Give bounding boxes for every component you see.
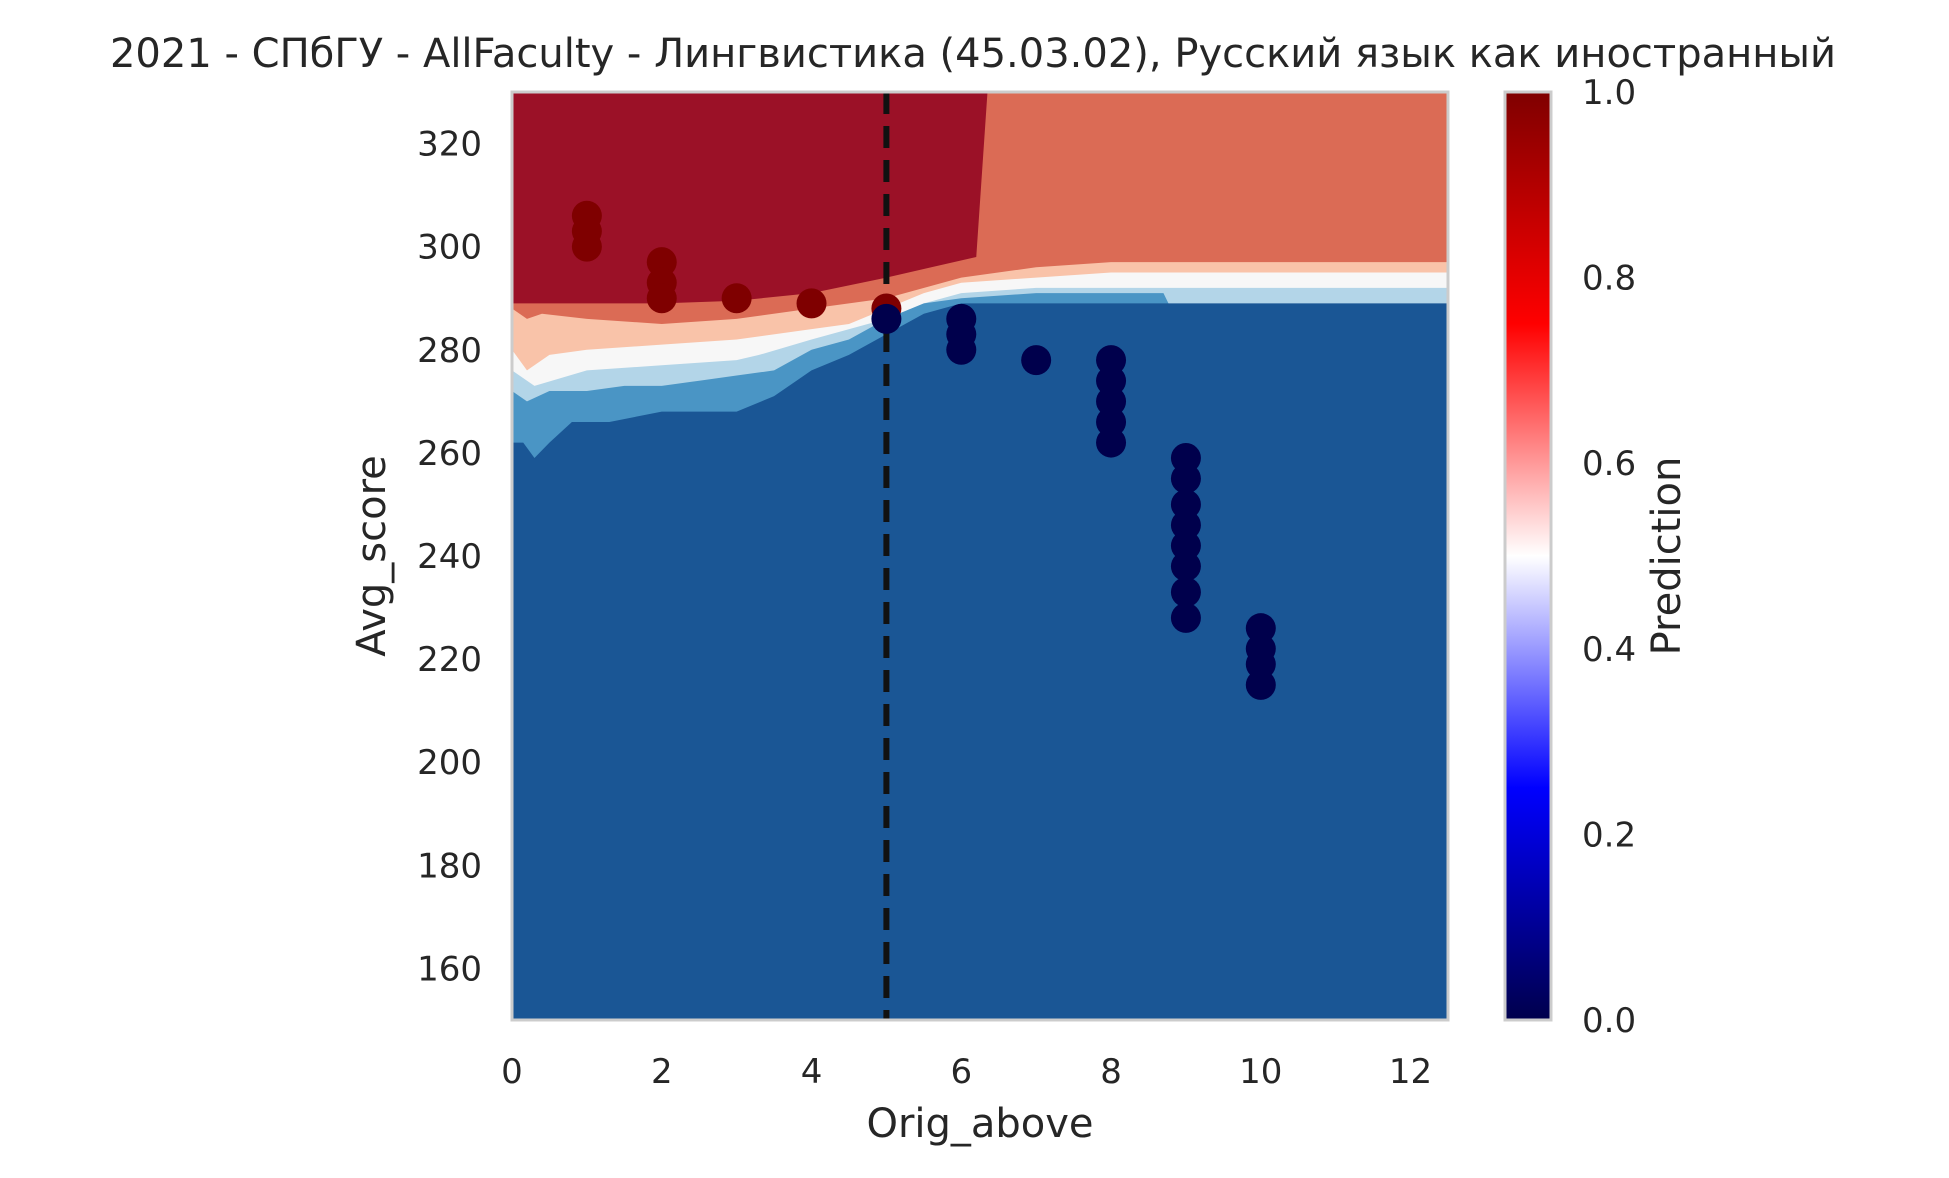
x-axis-ticks: 0 2 4 6 8 10 12: [501, 1052, 1432, 1092]
scatter-point: [1096, 345, 1127, 376]
scatter-point: [1170, 510, 1201, 541]
y-tick-label: 260: [417, 434, 482, 474]
scatter-point: [1021, 345, 1052, 376]
x-tick-label: 2: [651, 1052, 673, 1092]
scatter-point: [1096, 386, 1127, 417]
plot-area: [512, 92, 1448, 1020]
contour-band-6: [512, 303, 1448, 1020]
y-tick-label: 160: [417, 949, 482, 989]
scatter-point: [1096, 406, 1127, 437]
colorbar-label: Prediction: [1644, 457, 1690, 656]
colorbar-tick-label: 0.2: [1582, 815, 1636, 855]
scatter-points: [571, 200, 1276, 700]
colorbar-tick-label: 0.6: [1582, 444, 1636, 484]
scatter-point: [1096, 427, 1127, 458]
x-tick-label: 0: [501, 1052, 523, 1092]
colorbar-tick-label: 0.0: [1582, 1001, 1636, 1041]
scatter-point: [1170, 602, 1201, 633]
y-axis-label: Avg_score: [349, 455, 395, 657]
colorbar: [1503, 90, 1553, 1022]
x-tick-label: 12: [1389, 1052, 1432, 1092]
y-tick-label: 200: [417, 743, 482, 783]
scatter-point: [796, 288, 827, 319]
scatter-point: [571, 231, 602, 262]
y-axis-ticks: 160 180 200 220 240 260 280 300 320: [417, 125, 482, 990]
x-tick-label: 8: [1100, 1052, 1122, 1092]
x-tick-label: 10: [1239, 1052, 1282, 1092]
x-axis-label: Orig_above: [866, 1101, 1093, 1147]
scatter-point: [871, 303, 902, 334]
colorbar-ticks: 0.0 0.2 0.4 0.6 0.8 1.0: [1582, 73, 1636, 1041]
scatter-point: [721, 283, 752, 314]
colorbar-tick-label: 0.8: [1582, 259, 1636, 299]
y-tick-label: 240: [417, 537, 482, 577]
scatter-point: [1245, 649, 1276, 680]
x-tick-label: 4: [801, 1052, 823, 1092]
scatter-point: [1096, 365, 1127, 396]
scatter-point: [1170, 463, 1201, 494]
y-tick-label: 320: [417, 125, 482, 165]
x-tick-label: 6: [950, 1052, 972, 1092]
chart-title: 2021 - СПбГУ - AllFaculty - Лингвистика …: [110, 31, 1836, 77]
y-tick-label: 220: [417, 640, 482, 680]
scatter-point: [646, 247, 677, 278]
scatter-point: [1170, 577, 1201, 608]
y-tick-label: 300: [417, 228, 482, 268]
plot-frame: [510, 90, 1450, 1022]
colorbar-tick-label: 1.0: [1582, 73, 1636, 113]
colorbar-tick-label: 0.4: [1582, 630, 1636, 670]
scatter-point: [1245, 669, 1276, 700]
scatter-point: [646, 283, 677, 314]
scatter-point: [946, 334, 977, 365]
y-tick-label: 280: [417, 331, 482, 371]
scatter-point: [1245, 613, 1276, 644]
scatter-point: [1170, 551, 1201, 582]
scatter-point: [1170, 530, 1201, 561]
scatter-point: [1170, 443, 1201, 474]
y-tick-label: 180: [417, 846, 482, 886]
prediction-contour: [512, 92, 1448, 1020]
scatter-point: [1170, 489, 1201, 520]
